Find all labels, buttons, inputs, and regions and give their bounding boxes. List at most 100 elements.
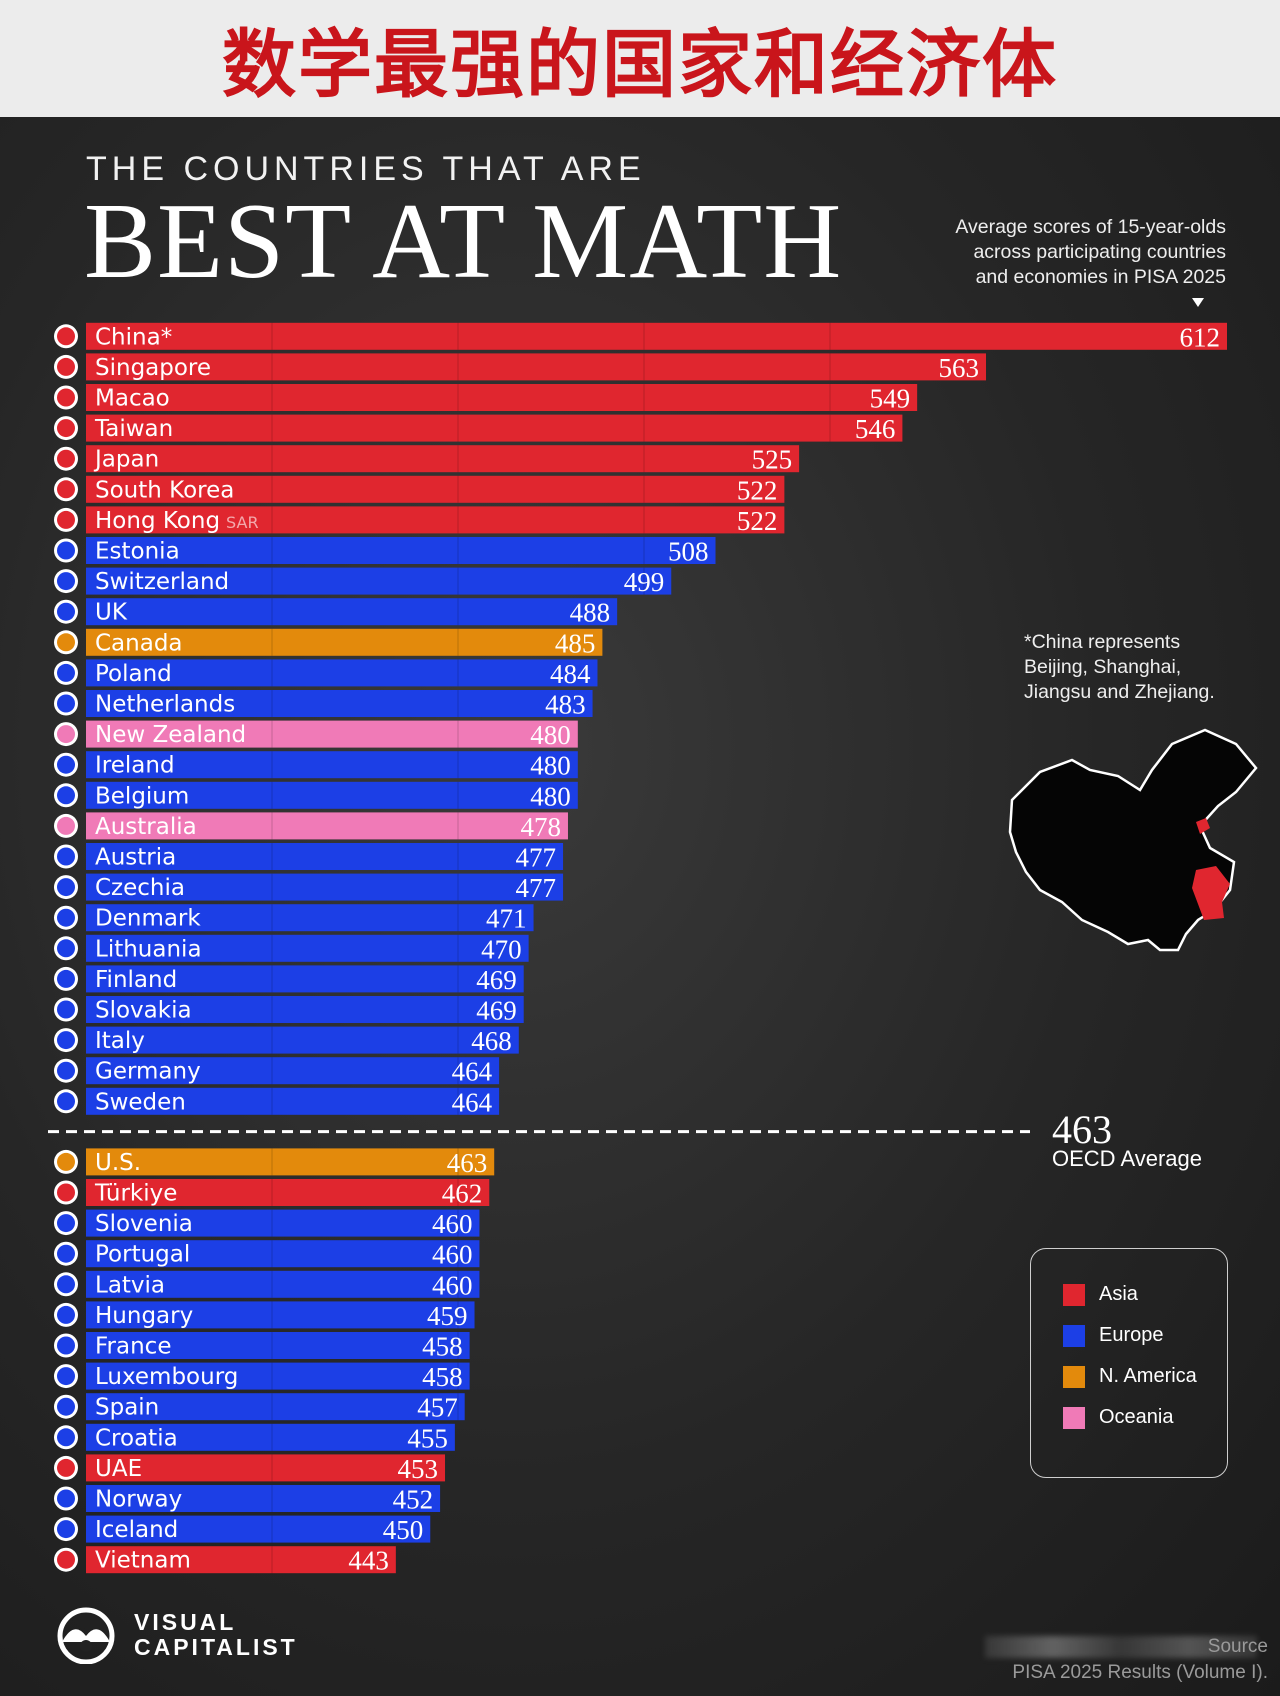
flag-center xyxy=(57,908,75,927)
tick-label: Poland xyxy=(95,661,172,687)
flag-luxembourg-icon xyxy=(54,1364,78,1389)
bar xyxy=(86,996,524,1023)
flag-iceland-icon xyxy=(54,1517,78,1542)
data-label: 480 xyxy=(530,720,571,750)
flag-netherlands-icon xyxy=(54,691,78,716)
flag-center xyxy=(57,1031,75,1050)
flag-spain-icon xyxy=(54,1394,78,1419)
flag-estonia-icon xyxy=(54,538,78,563)
data-label: 563 xyxy=(939,353,980,383)
legend-swatch xyxy=(1063,1406,1085,1429)
oecd-average-label: OECD Average xyxy=(1052,1146,1203,1171)
bar-row: Türkiye 462 xyxy=(54,1179,490,1209)
data-label: 460 xyxy=(432,1209,473,1239)
legend-label: Oceania xyxy=(1099,1406,1174,1428)
bar-row: Sweden 464 xyxy=(54,1087,500,1117)
bar xyxy=(86,1057,500,1085)
data-label: 458 xyxy=(422,1332,463,1362)
data-label: 458 xyxy=(422,1362,463,1392)
flag-center xyxy=(57,786,75,805)
flag-center xyxy=(57,1214,75,1233)
data-label: 546 xyxy=(855,414,896,444)
bar xyxy=(86,904,534,932)
flag-singapore-icon xyxy=(54,354,78,379)
bar xyxy=(86,537,716,564)
bar xyxy=(86,1454,446,1482)
legend-item: Oceania xyxy=(1063,1406,1174,1429)
bar-row: Singapore 563 xyxy=(54,353,987,383)
flag-croatia-icon xyxy=(54,1425,78,1450)
bar-row: Czechia 477 xyxy=(54,873,564,903)
flag-center xyxy=(57,1275,75,1294)
bar xyxy=(86,506,785,534)
flag-center xyxy=(57,1397,75,1416)
data-label: 484 xyxy=(550,659,591,689)
flag-us-icon xyxy=(54,1149,78,1174)
flag-center xyxy=(57,969,75,988)
flag-italy-icon xyxy=(54,1028,78,1053)
data-label: 485 xyxy=(555,628,596,658)
blurred-overlay xyxy=(985,1636,1257,1658)
legend-item: Europe xyxy=(1063,1324,1164,1347)
bar xyxy=(86,628,603,656)
bar xyxy=(86,1485,441,1512)
flag-macao-icon xyxy=(54,385,78,410)
chart-subtitle: Average scores of 15-year-olds across pa… xyxy=(866,215,1226,290)
banner: 数学最强的国家和经济体 xyxy=(0,0,1280,117)
tick-label: Türkiye xyxy=(94,1181,177,1207)
data-label: 464 xyxy=(452,1057,493,1087)
flag-center xyxy=(57,1489,75,1508)
data-label: 612 xyxy=(1180,322,1221,352)
beijing-region xyxy=(1196,818,1210,834)
flag-denmark-icon xyxy=(54,905,78,930)
bar xyxy=(86,353,987,381)
bar-row: Vietnam 443 xyxy=(54,1546,396,1576)
data-label: 508 xyxy=(668,537,709,567)
bar xyxy=(86,414,903,442)
flag-center xyxy=(57,725,75,744)
bar-row: Japan 525 xyxy=(54,445,800,475)
bar xyxy=(86,1515,431,1543)
flag-ireland-icon xyxy=(54,752,78,777)
flag-center xyxy=(57,694,75,713)
data-label: 464 xyxy=(452,1087,493,1117)
flag-canada-icon xyxy=(54,630,78,655)
flag-norway-icon xyxy=(54,1486,78,1511)
bar-row: Austria 477 xyxy=(54,843,564,873)
flag-finland-icon xyxy=(54,966,78,991)
data-label: 499 xyxy=(624,567,665,597)
data-label: 480 xyxy=(530,751,571,781)
flag-center xyxy=(57,1520,75,1539)
bar xyxy=(86,720,578,748)
bar-row: Australia 478 xyxy=(54,812,568,842)
flag-czechia-icon xyxy=(54,875,78,900)
flag-center xyxy=(57,878,75,897)
bar xyxy=(86,659,598,687)
flag-japan-icon xyxy=(54,446,78,471)
bar xyxy=(86,1393,465,1421)
bar-row: Canada 485 xyxy=(54,628,603,658)
bar xyxy=(86,1270,480,1298)
bar xyxy=(86,1332,470,1359)
bar-row: UK 488 xyxy=(54,598,618,628)
tick-label: Czechia xyxy=(95,875,185,901)
flag-turkiye-icon xyxy=(54,1180,78,1205)
data-label: 522 xyxy=(737,475,778,505)
flag-france-icon xyxy=(54,1333,78,1358)
chart-title: BEST AT MATH xyxy=(84,182,843,301)
tick-label: Spain xyxy=(95,1395,159,1421)
data-label: 463 xyxy=(447,1148,488,1178)
bar xyxy=(86,1087,500,1115)
flag-center xyxy=(57,1152,75,1171)
flag-germany-icon xyxy=(54,1058,78,1083)
tick-label: Slovenia xyxy=(95,1211,193,1237)
tick-label: Singapore xyxy=(95,355,211,381)
data-label: 453 xyxy=(398,1454,439,1484)
bar-row: Spain 457 xyxy=(54,1393,465,1423)
flag-china-icon xyxy=(54,324,78,349)
tick-label: Germany xyxy=(95,1059,201,1085)
flag-south-korea-icon xyxy=(54,477,78,502)
bar-row: Hong Kong SAR 522 xyxy=(54,506,785,536)
tick-label: Luxembourg xyxy=(95,1364,238,1390)
